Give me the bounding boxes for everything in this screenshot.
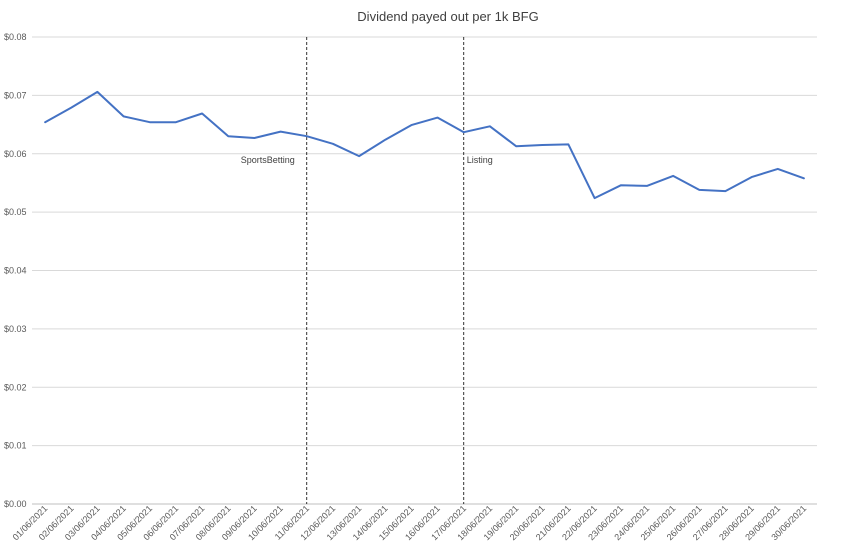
series-line	[44, 90, 805, 200]
gridlines	[32, 36, 817, 505]
series-layer	[44, 90, 805, 200]
y-tick-label: $0.02	[4, 382, 27, 392]
y-tick-label: $0.00	[4, 499, 27, 509]
annotation-label: Listing	[467, 155, 493, 165]
annotations: SportsBetting Listing	[241, 37, 493, 504]
y-tick-label: $0.03	[4, 324, 27, 334]
y-tick-label: $0.06	[4, 149, 27, 159]
y-tick-label: $0.01	[4, 441, 27, 451]
y-axis: $0.00 $0.01 $0.02 $0.03 $0.04 $0.05 $0.06 $0.07…	[4, 32, 27, 509]
x-axis: 01/06/202102/06/202103/06/202104/06/2021…	[11, 503, 809, 542]
annotation-label: SportsBetting	[241, 155, 295, 165]
chart-title: Dividend payed out per 1k BFG	[357, 9, 538, 24]
y-tick-label: $0.05	[4, 207, 27, 217]
y-tick-label: $0.04	[4, 266, 27, 276]
y-tick-label: $0.07	[4, 90, 27, 100]
y-tick-label: $0.08	[4, 32, 27, 42]
